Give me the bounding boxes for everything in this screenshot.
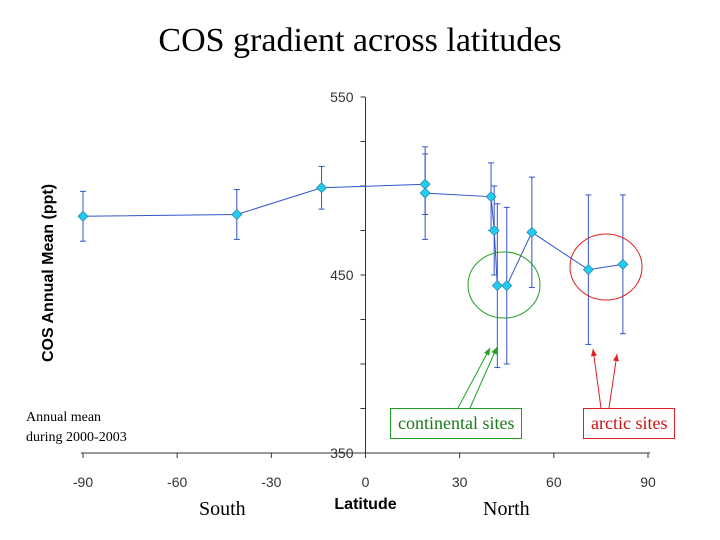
x-tick-label: -30: [261, 474, 281, 490]
y-tick-label: 350: [330, 445, 354, 461]
data-point: [485, 191, 497, 203]
annual-note-line2: during 2000-2003: [26, 430, 127, 445]
data-point: [77, 210, 89, 222]
y-axis-label: COS Annual Mean (ppt): [40, 184, 57, 362]
data-point: [231, 208, 243, 220]
continental-arrow-head: [484, 348, 490, 356]
data-point: [501, 280, 513, 292]
north-label: North: [483, 498, 530, 520]
arctic-arrow: [608, 353, 618, 409]
x-tick-label: 30: [452, 474, 468, 490]
data-point: [582, 264, 594, 276]
data-point: [491, 280, 503, 292]
continental-circle: [467, 251, 541, 319]
continental-arrow: [469, 346, 498, 409]
data-point: [617, 258, 629, 270]
continental-arrow-head: [491, 347, 497, 355]
arctic-arrow-head: [590, 349, 597, 357]
data-point: [488, 225, 500, 236]
arctic-sites-label: arctic sites: [583, 408, 676, 439]
continental-sites-label: continental sites: [390, 408, 523, 439]
x-axis-label: Latitude: [334, 496, 396, 513]
arctic-arrow: [592, 348, 602, 409]
data-point: [419, 187, 431, 199]
arctic-arrow-head: [613, 354, 619, 362]
x-tick-label: -90: [73, 474, 93, 490]
continental-arrow: [457, 347, 491, 409]
y-tick-label: 450: [330, 267, 354, 283]
x-tick-label: -60: [167, 474, 187, 490]
chart-title: COS gradient across latitudes: [158, 22, 562, 59]
x-tick-label: 0: [362, 474, 370, 490]
data-point: [526, 226, 538, 238]
arctic-circle: [569, 233, 643, 301]
x-tick-label: 90: [640, 474, 656, 490]
x-tick-label: 60: [546, 474, 562, 490]
data-point: [316, 182, 328, 194]
annual-note-line1: Annual mean: [26, 410, 102, 425]
series-line: [82, 183, 623, 287]
y-tick-label: 550: [330, 89, 354, 105]
south-label: South: [199, 498, 246, 520]
